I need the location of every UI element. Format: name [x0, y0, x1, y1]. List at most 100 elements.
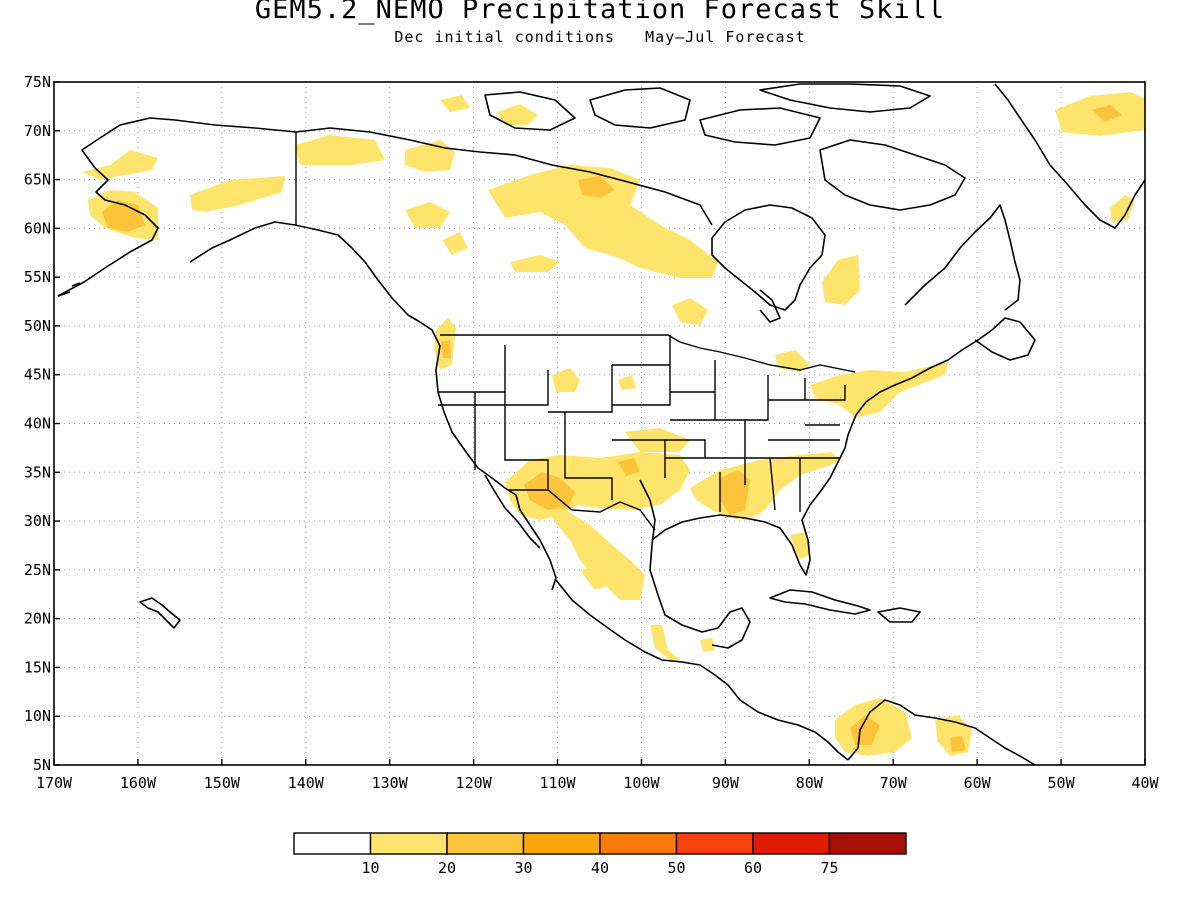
- legend-label-10: 10: [361, 859, 379, 877]
- lat-label-35N: 35N: [24, 463, 51, 481]
- shade-greenland-south: [1110, 195, 1135, 222]
- lat-label-75N: 75N: [24, 73, 51, 91]
- lat-label-5N: 5N: [33, 756, 51, 774]
- shade2-colombia: [850, 715, 880, 745]
- shade2-greenland-east: [1092, 105, 1122, 122]
- shade-manitoba-east: [672, 298, 708, 325]
- longitude-tick-labels: 170W 160W 150W 140W 130W 120W 110W 100W 90W 80W 70…: [36, 759, 1160, 792]
- lon-label-90W: 90W: [712, 774, 740, 792]
- legend-swatch-5: [675, 832, 754, 855]
- legend-swatch-2: [446, 832, 525, 855]
- shade-north-dakota: [618, 375, 636, 390]
- skill-shading-10-20: [82, 92, 1145, 756]
- lon-label-100W: 100W: [623, 774, 660, 792]
- border-us-canada: [440, 334, 856, 373]
- lat-label-25N: 25N: [24, 561, 51, 579]
- legend-label-30: 30: [514, 859, 532, 877]
- shade-bc-north: [442, 232, 468, 255]
- shade2-alaska-southwest: [102, 200, 145, 232]
- shade-quebec-east: [822, 255, 860, 305]
- states-central: [612, 335, 746, 485]
- lat-label-10N: 10N: [24, 707, 51, 725]
- shade-alaska-interior: [190, 176, 285, 212]
- legend-label-60: 60: [744, 859, 762, 877]
- shade-guatemala: [700, 638, 715, 652]
- coast-hispaniola: [877, 607, 921, 623]
- lon-label-70W: 70W: [880, 774, 908, 792]
- coast-mexico-pacific: [555, 579, 849, 761]
- coast-ellesmere: [759, 83, 931, 113]
- coast-arctic-island-3: [699, 107, 821, 146]
- lat-label-65N: 65N: [24, 171, 51, 189]
- shade-banks-island: [440, 95, 470, 112]
- lat-label-60N: 60N: [24, 219, 51, 237]
- latitude-tick-labels: 75N 70N 65N 60N 55N 50N 45N 40N 35N 30N 25N 20N 15N 1…: [24, 73, 60, 774]
- lon-label-60W: 60W: [964, 774, 992, 792]
- lon-label-120W: 120W: [456, 774, 493, 792]
- subtitle-forecast-period: May–Jul Forecast: [645, 28, 806, 46]
- lat-label-55N: 55N: [24, 268, 51, 286]
- legend-swatch-4: [599, 832, 678, 855]
- shade2-new-mexico-east: [618, 458, 640, 476]
- coast-us-east: [847, 329, 993, 436]
- legend-swatch-3: [522, 832, 601, 855]
- legend-swatch-6: [752, 832, 831, 855]
- coastlines: [57, 83, 1145, 765]
- states-west: [438, 345, 671, 500]
- shade-mexico-south: [650, 625, 680, 662]
- lat-label-30N: 30N: [24, 512, 51, 530]
- lon-label-40W: 40W: [1131, 774, 1159, 792]
- lat-label-15N: 15N: [24, 658, 51, 676]
- legend-swatch-7: [828, 832, 907, 855]
- coast-alaska-west: [57, 117, 297, 297]
- shade-nwt-central: [405, 202, 450, 228]
- coast-greenland: [994, 83, 1145, 229]
- legend-swatch-1: [369, 832, 448, 855]
- shade-mexico-west: [580, 565, 610, 590]
- coast-labrador: [904, 204, 1021, 311]
- lon-label-150W: 150W: [204, 774, 241, 792]
- legend-swatch-0: [293, 832, 372, 855]
- lon-label-80W: 80W: [796, 774, 824, 792]
- coast-us-west: [419, 321, 557, 591]
- legend-label-50: 50: [667, 859, 685, 877]
- coast-james-bay: [759, 289, 781, 323]
- lat-label-40N: 40N: [24, 415, 51, 433]
- legend-label-20: 20: [438, 859, 456, 877]
- lon-label-170W: 170W: [36, 774, 73, 792]
- lon-label-110W: 110W: [539, 774, 576, 792]
- lat-label-70N: 70N: [24, 122, 51, 140]
- lat-label-20N: 20N: [24, 610, 51, 628]
- skill-shading: [82, 92, 1145, 756]
- shade-nunavut-kivalliq: [488, 165, 718, 278]
- coast-alaska-south: [189, 221, 421, 323]
- map-title: GEM5.2_NEMO Precipitation Forecast Skill: [254, 0, 946, 25]
- lon-label-140W: 140W: [288, 774, 325, 792]
- coast-aleutians: [57, 282, 81, 297]
- legend-label-40: 40: [591, 859, 609, 877]
- color-legend: 10 20 30 40 50 60 75: [293, 832, 907, 877]
- coast-baja: [484, 474, 541, 549]
- coast-us-gulf: [651, 434, 849, 576]
- shade-mexico-sierra: [545, 505, 645, 600]
- shade-florida: [790, 532, 810, 560]
- coast-gulf-mexico: [639, 479, 751, 649]
- coast-arctic-island-1: [484, 91, 576, 131]
- lat-label-50N: 50N: [24, 317, 51, 335]
- subtitle-initial-conditions: Dec initial conditions: [394, 28, 616, 46]
- coast-arctic-island-2: [589, 87, 691, 129]
- coast-canada-east: [974, 317, 1036, 361]
- coast-hawaii: [139, 597, 181, 629]
- coast-arctic-mainland: [295, 127, 713, 226]
- state-boundaries: [295, 132, 856, 531]
- lon-label-160W: 160W: [120, 774, 157, 792]
- map-subtitle: Dec initial conditions May–Jul Forecast: [0, 28, 1200, 46]
- shade2-washington: [441, 340, 451, 358]
- shade2-nunavut: [578, 176, 615, 198]
- coast-hudson-bay: [711, 204, 826, 311]
- shade-southeast-us: [690, 452, 840, 520]
- shade-yukon-north: [295, 135, 385, 165]
- coast-cuba: [769, 589, 871, 615]
- shade-northeast-us: [810, 362, 948, 418]
